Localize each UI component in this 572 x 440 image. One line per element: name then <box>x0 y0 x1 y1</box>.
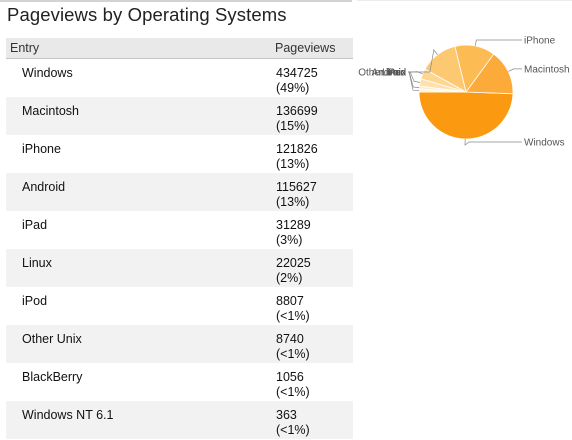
row-count: 115627 <box>276 180 317 194</box>
row-pageviews: 1056 (<1%) <box>276 370 310 400</box>
row-pageviews: 121826 (13%) <box>276 142 318 172</box>
os-pie-chart: Windows Macintosh iPhone Android iPad Linux iP… <box>352 36 572 156</box>
pie-label-android: Android <box>372 68 406 79</box>
column-header-pageviews[interactable]: Pageviews <box>275 41 336 55</box>
pie-label-ipod: iPod <box>386 68 406 79</box>
page-title: Pageviews by Operating Systems <box>7 4 287 25</box>
row-pageviews: 8807 (<1%) <box>276 294 310 324</box>
pie-slice-macintosh[interactable] <box>465 53 514 95</box>
row-pageviews: 136699 (15%) <box>276 104 318 134</box>
row-entry: Other Unix <box>22 332 82 346</box>
leader-line-other-unix <box>408 71 420 91</box>
row-entry: Android <box>22 180 66 194</box>
table-header: Entry Pageviews <box>6 38 353 59</box>
table-row: iPhone 121826 (13%) <box>6 135 353 173</box>
pie-label-linux: Linux <box>382 68 406 79</box>
column-header-entry[interactable]: Entry <box>10 41 40 55</box>
row-percent: (<1%) <box>276 423 310 437</box>
table-row: Windows 434725 (49%) <box>6 59 353 97</box>
pie-label-macintosh: Macintosh <box>524 64 570 75</box>
row-percent: (13%) <box>276 195 310 209</box>
table-row: Android 115627 (13%) <box>6 173 353 211</box>
table-row: iPod 8807 (<1%) <box>6 287 353 325</box>
row-percent: (15%) <box>276 119 310 133</box>
row-percent: (<1%) <box>276 309 310 323</box>
table-row: BlackBerry 1056 (<1%) <box>6 363 353 401</box>
row-pageviews: 31289 (3%) <box>276 218 311 248</box>
pie-slice-windows[interactable] <box>418 91 514 140</box>
row-entry: iPhone <box>22 142 61 156</box>
row-pageviews: 8740 (<1%) <box>276 332 310 362</box>
pie-chart-svg: Windows Macintosh iPhone AndroidiPadLinuxiP… <box>358 36 570 149</box>
pie-label-windows: Windows <box>524 138 565 149</box>
row-entry: BlackBerry <box>22 370 83 384</box>
table-body: Windows 434725 (49%) Macintosh 136699 (1… <box>6 59 353 439</box>
row-percent: (49%) <box>276 81 310 95</box>
row-count: 31289 <box>276 218 311 232</box>
leader-line-ipad <box>408 71 423 75</box>
row-percent: (3%) <box>276 233 303 247</box>
title-rule-left <box>0 0 352 2</box>
table-row: iPad 31289 (3%) <box>6 211 353 249</box>
pie-label-ipad: iPad <box>386 68 406 79</box>
row-percent: (<1%) <box>276 347 310 361</box>
row-count: 8740 <box>276 332 304 346</box>
title-rule <box>0 0 572 3</box>
row-entry: Windows <box>22 66 73 80</box>
pie-label-other-unix: Other Unix <box>358 68 406 79</box>
row-entry: Macintosh <box>22 104 79 118</box>
row-percent: (<1%) <box>276 385 310 399</box>
row-pageviews: 22025 (2%) <box>276 256 311 286</box>
leader-line-windows <box>464 138 522 146</box>
leader-line-macintosh <box>508 68 522 72</box>
row-count: 136699 <box>276 104 318 118</box>
row-entry: iPad <box>22 218 48 232</box>
row-pageviews: 434725 (49%) <box>276 66 318 96</box>
pie-label-iphone: iPhone <box>524 36 556 47</box>
leader-line-android <box>408 49 438 73</box>
row-entry: iPod <box>22 294 48 308</box>
table-row: Linux 22025 (2%) <box>6 249 353 287</box>
row-percent: (2%) <box>276 271 303 285</box>
leader-line-iphone <box>474 39 522 46</box>
row-count: 434725 <box>276 66 318 80</box>
row-pageviews: 363 (<1%) <box>276 408 310 438</box>
row-count: 1056 <box>276 370 304 384</box>
table-row: Macintosh 136699 (15%) <box>6 97 353 135</box>
title-rule-right <box>357 0 572 1</box>
row-entry: Windows NT 6.1 <box>22 408 114 422</box>
row-pageviews: 115627 (13%) <box>276 180 317 210</box>
row-count: 363 <box>276 408 297 422</box>
row-percent: (13%) <box>276 157 310 171</box>
row-count: 8807 <box>276 294 304 308</box>
table-row: Windows NT 6.1 363 (<1%) <box>6 401 353 439</box>
row-entry: Linux <box>22 256 52 270</box>
table-row: Other Unix 8740 (<1%) <box>6 325 353 363</box>
row-count: 22025 <box>276 256 311 270</box>
row-count: 121826 <box>276 142 318 156</box>
os-pageviews-table: Entry Pageviews Windows 434725 (49%) Mac… <box>6 38 353 439</box>
